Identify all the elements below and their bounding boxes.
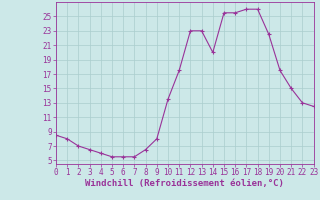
- X-axis label: Windchill (Refroidissement éolien,°C): Windchill (Refroidissement éolien,°C): [85, 179, 284, 188]
